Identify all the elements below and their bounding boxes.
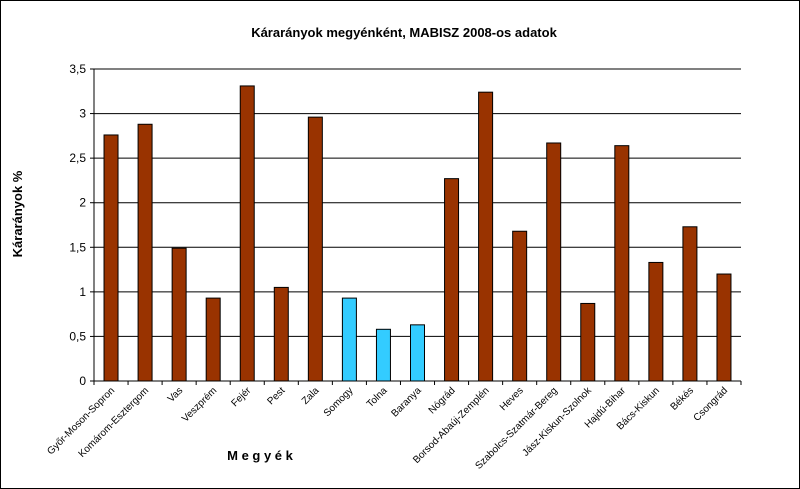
bar: [307, 116, 323, 382]
y-tick-label: 3: [79, 107, 86, 121]
bar: [137, 123, 153, 382]
x-tick-label: Veszprém: [180, 385, 219, 424]
bar: [205, 297, 221, 382]
bar: [171, 247, 187, 382]
x-tick-label: Fejér: [229, 385, 253, 409]
chart-title: Kárarányok megyénként, MABISZ 2008-os ad…: [251, 25, 557, 40]
bar: [375, 328, 391, 382]
bar: [341, 297, 357, 382]
bar: [614, 145, 630, 382]
bar: [103, 134, 119, 382]
gridlines: [94, 68, 741, 337]
x-tick-label: Zala: [300, 385, 322, 407]
x-tick-label: Heves: [498, 385, 526, 413]
bar: [546, 142, 562, 382]
x-tick-label: Tolna: [365, 385, 390, 410]
bars: [103, 85, 732, 382]
y-axis-label: Kárarányok %: [10, 170, 25, 257]
y-tick-label: 1: [79, 285, 86, 299]
bar: [716, 273, 732, 382]
bar: [444, 178, 460, 382]
bar: [239, 85, 255, 382]
y-tick-label: 0,5: [69, 329, 86, 343]
y-tick-label: 2: [79, 196, 86, 210]
bar: [273, 286, 289, 382]
y-tick-labels: 0 0,5 1 1,5 2 2,5 3 3,5: [69, 62, 86, 388]
y-tick-label: 1,5: [69, 240, 86, 254]
x-tick-label: Csongrád: [692, 385, 730, 423]
bar: [478, 91, 494, 382]
x-tick-label: Baranya: [390, 385, 424, 419]
bar: [512, 230, 528, 382]
y-tick-label: 3,5: [69, 62, 86, 76]
x-tick-label: Somogy: [322, 385, 356, 419]
bar: [410, 324, 425, 382]
x-tick-label: Vas: [166, 385, 185, 404]
x-tick-label: Komárom-Esztergom: [77, 385, 152, 460]
axes: [90, 68, 742, 385]
bar: [580, 302, 596, 382]
x-tick-label: Pest: [265, 385, 287, 407]
bar: [682, 226, 698, 382]
x-axis-label: M e g y é k: [227, 448, 294, 463]
x-tick-label: Békés: [669, 385, 696, 412]
bar: [648, 261, 664, 382]
x-tick-label: Nógrád: [427, 385, 458, 416]
y-tick-label: 0: [79, 374, 86, 388]
y-tick-label: 2,5: [69, 151, 86, 165]
